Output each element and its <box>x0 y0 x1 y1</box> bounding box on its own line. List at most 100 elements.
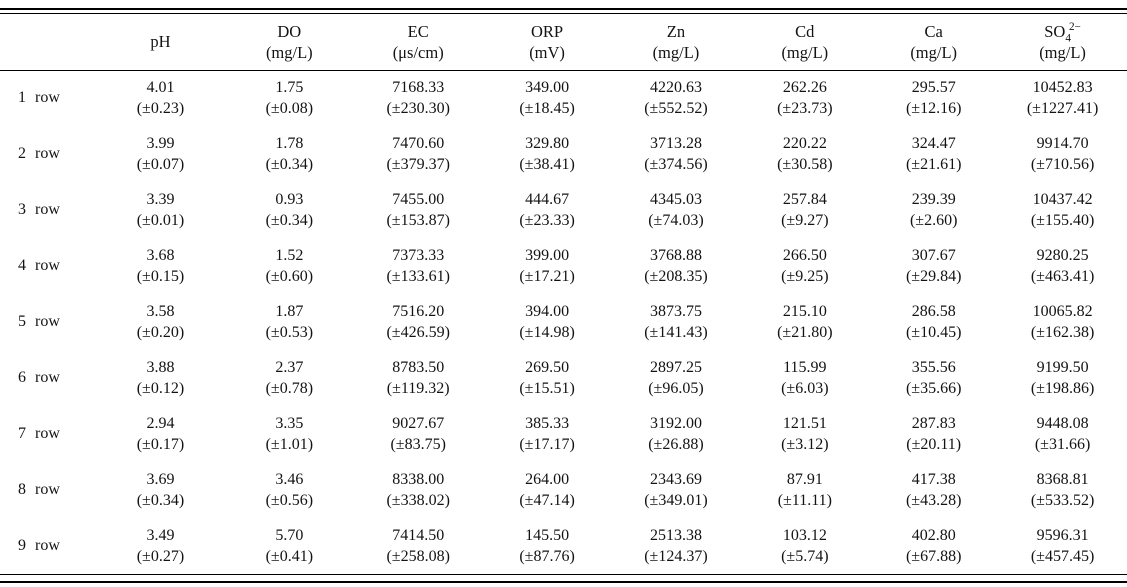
std-dev-value: (±208.35) <box>644 268 708 285</box>
data-cell-zn: 2513.38 (±124.37) <box>612 518 741 574</box>
row-label: 2 row <box>18 145 60 162</box>
mean-value: 257.84 <box>782 191 827 208</box>
mean-value: 269.50 <box>525 359 570 376</box>
std-dev-value: (±0.20) <box>136 324 185 341</box>
mean-value: 4220.63 <box>649 79 702 97</box>
data-cell-cd: 220.22 (±30.58) <box>740 126 869 182</box>
std-dev-value: (±133.61) <box>386 268 450 285</box>
mean-value: 444.67 <box>525 191 570 208</box>
col-header-orp: ORP (mV) <box>483 14 612 70</box>
std-dev-value: (±153.87) <box>386 212 450 229</box>
data-cell-orp: 399.00 (±17.21) <box>483 238 612 294</box>
std-dev-value: (±141.43) <box>644 324 708 341</box>
data-cell-zn: 4220.63 (±552.52) <box>612 70 741 126</box>
std-dev-value: (±10.45) <box>905 324 962 341</box>
data-cell-ph: 3.68 (±0.15) <box>96 238 225 294</box>
data-cell-ca: 239.39 (±2.60) <box>869 182 998 238</box>
mean-value: 4.01 <box>146 79 175 97</box>
row-label: 7 row <box>18 425 60 442</box>
table-row: 7 row 2.94 (±0.17) 3.35 (±1.01) 9027.67 (±83.7… <box>0 406 1127 462</box>
data-cell-orp: 385.33 (±17.17) <box>483 406 612 462</box>
mean-value: 286.58 <box>911 303 956 320</box>
row-label: 3 row <box>18 201 60 218</box>
mean-value: 10452.83 <box>1032 79 1093 97</box>
data-cell-orp: 329.80 (±38.41) <box>483 126 612 182</box>
std-dev-value: (±9.25) <box>781 268 829 285</box>
std-dev-value: (±338.02) <box>386 492 450 509</box>
mean-value: 329.80 <box>525 135 570 152</box>
data-cell-do: 5.70 (±0.41) <box>225 518 354 574</box>
col-header-label: DO <box>277 21 302 41</box>
col-header-label: Cd <box>795 21 815 41</box>
std-dev-value: (±87.76) <box>519 548 575 565</box>
col-header-do: DO (mg/L) <box>225 14 354 70</box>
std-dev-value: (±379.37) <box>386 156 450 173</box>
mean-value: 3768.88 <box>649 247 702 264</box>
corner-cell <box>0 14 96 70</box>
row-label: 4 row <box>18 257 60 274</box>
mean-value: 10437.42 <box>1032 191 1093 208</box>
col-header-unit: (mg/L) <box>1039 42 1086 62</box>
data-cell-orp: 394.00 (±14.98) <box>483 294 612 350</box>
data-cell-cd: 87.91 (±11.11) <box>740 462 869 518</box>
mean-value: 9027.67 <box>392 415 445 432</box>
data-cell-do: 1.52 (±0.60) <box>225 238 354 294</box>
data-cell-ec: 7414.50 (±258.08) <box>354 518 483 574</box>
std-dev-value: (±463.41) <box>1030 268 1095 285</box>
data-cell-orp: 264.00 (±47.14) <box>483 462 612 518</box>
mean-value: 145.50 <box>525 527 570 544</box>
std-dev-value: (±155.40) <box>1030 212 1095 229</box>
data-cell-orp: 444.67 (±23.33) <box>483 182 612 238</box>
mean-value: 8783.50 <box>392 359 445 376</box>
mean-value: 324.47 <box>911 135 956 152</box>
mean-value: 4345.03 <box>649 191 702 208</box>
mean-value: 1.75 <box>275 79 304 97</box>
data-cell-cd: 266.50 (±9.25) <box>740 238 869 294</box>
data-cell-ph: 3.88 (±0.12) <box>96 350 225 406</box>
std-dev-value: (±0.17) <box>136 436 185 453</box>
std-dev-value: (±533.52) <box>1030 492 1095 509</box>
mean-value: 3.58 <box>146 303 175 320</box>
data-cell-zn: 3192.00 (±26.88) <box>612 406 741 462</box>
col-header-unit: (mg/L) <box>265 42 313 62</box>
table-row: 8 row 3.69 (±0.34) 3.46 (±0.56) 8338.00 (±338.… <box>0 462 1127 518</box>
data-cell-ca: 402.80 (±67.88) <box>869 518 998 574</box>
std-dev-value: (±0.53) <box>265 324 314 341</box>
data-cell-cd: 115.99 (±6.03) <box>740 350 869 406</box>
mean-value: 220.22 <box>782 135 827 152</box>
mean-value: 295.57 <box>911 79 956 97</box>
data-cell-zn: 3873.75 (±141.43) <box>612 294 741 350</box>
std-dev-value: (±30.58) <box>777 156 833 173</box>
data-cell-ca: 307.67 (±29.84) <box>869 238 998 294</box>
data-cell-ec: 9027.67 (±83.75) <box>354 406 483 462</box>
data-cell-ec: 7455.00 (±153.87) <box>354 182 483 238</box>
mean-value: 3713.28 <box>649 135 702 152</box>
std-dev-value: (±43.28) <box>905 492 962 509</box>
std-dev-value: (±710.56) <box>1030 156 1095 173</box>
mean-value: 394.00 <box>525 303 570 320</box>
mean-value: 5.70 <box>275 527 304 544</box>
std-dev-value: (±17.21) <box>519 268 575 285</box>
row-label: 6 row <box>18 369 60 386</box>
std-dev-value: (±0.41) <box>265 548 314 565</box>
std-dev-value: (±23.33) <box>519 212 575 229</box>
header-row: pH DO (mg/L) EC (μs/cm) ORP (mV) Zn (mg/L) Cd (mg/… <box>0 14 1127 70</box>
std-dev-value: (±74.03) <box>648 212 704 229</box>
mean-value: 0.93 <box>275 191 304 208</box>
col-header-unit: (mg/L) <box>781 42 829 62</box>
data-cell-do: 1.78 (±0.34) <box>225 126 354 182</box>
data-cell-ec: 7470.60 (±379.37) <box>354 126 483 182</box>
std-dev-value: (±35.66) <box>905 380 962 397</box>
mean-value: 121.51 <box>782 415 827 432</box>
mean-value: 2897.25 <box>649 359 702 376</box>
data-cell-cd: 257.84 (±9.27) <box>740 182 869 238</box>
std-dev-value: (±21.80) <box>777 324 833 341</box>
table-row: 9 row 3.49 (±0.27) 5.70 (±0.41) 7414.50 (±258.… <box>0 518 1127 574</box>
data-cell-cd: 215.10 (±21.80) <box>740 294 869 350</box>
std-dev-value: (±0.34) <box>265 156 314 173</box>
std-dev-value: (±29.84) <box>905 268 962 285</box>
mean-value: 3.39 <box>146 191 175 208</box>
std-dev-value: (±38.41) <box>519 156 575 173</box>
std-dev-value: (±1.01) <box>265 436 314 453</box>
std-dev-value: (±0.60) <box>265 268 314 285</box>
